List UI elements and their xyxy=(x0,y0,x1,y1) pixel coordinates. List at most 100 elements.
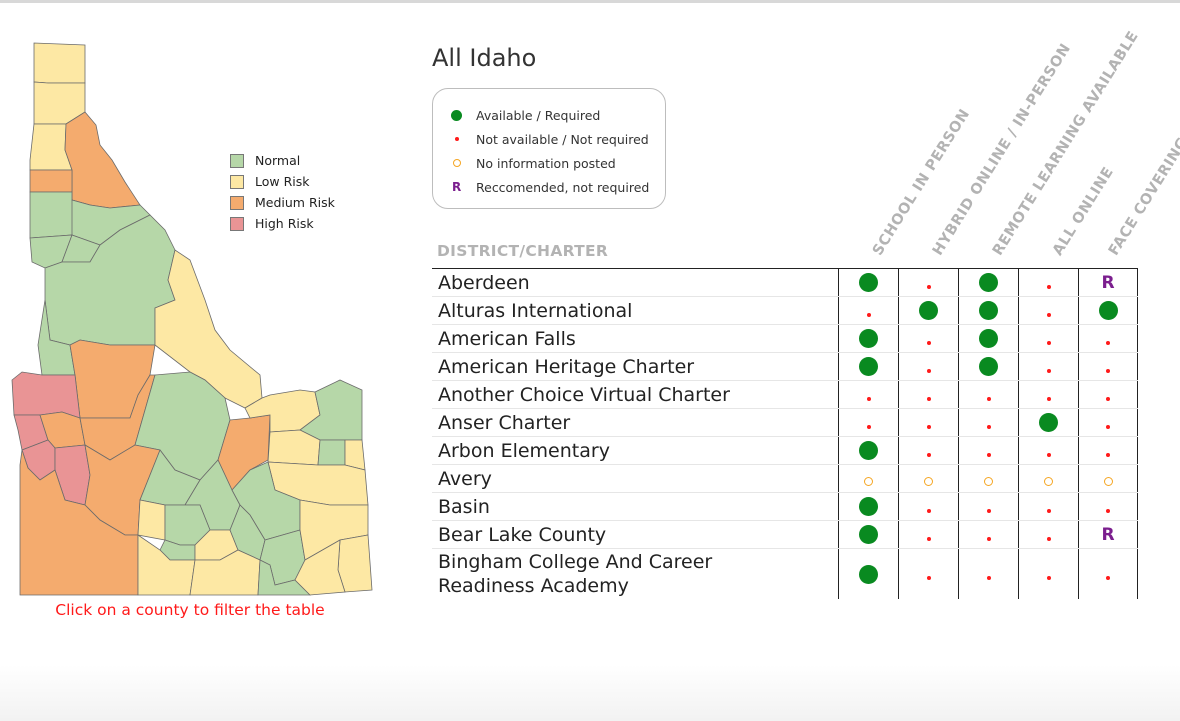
available-dot xyxy=(919,301,938,320)
available-dot xyxy=(1039,413,1058,432)
status-cell xyxy=(898,325,958,352)
district-name: Anser Charter xyxy=(438,411,571,434)
not-available-dot xyxy=(1046,340,1051,345)
map-hint: Click on a county to filter the table xyxy=(55,601,325,619)
not-available-dot xyxy=(1046,508,1051,513)
not-available-dot xyxy=(926,284,931,289)
not-available-dot xyxy=(926,536,931,541)
district-name: Aberdeen xyxy=(438,271,530,294)
status-cell xyxy=(1018,353,1078,380)
county-owyhee[interactable] xyxy=(19,449,139,596)
not-available-dot xyxy=(1046,452,1051,457)
county-boundary[interactable] xyxy=(33,42,86,84)
legend-item-high-risk: High Risk xyxy=(230,213,335,234)
not-available-dot xyxy=(1046,536,1051,541)
legend-item-low-risk: Low Risk xyxy=(230,171,335,192)
available-dot xyxy=(979,273,998,292)
county-washington[interactable] xyxy=(11,371,81,419)
table-row: Alturas International xyxy=(432,297,1138,325)
status-cell xyxy=(1078,493,1138,520)
not-available-dot xyxy=(986,424,991,429)
status-cell xyxy=(1018,493,1078,520)
legend-swatch xyxy=(230,195,244,210)
status-cell xyxy=(898,269,958,296)
legend-item-medium-risk: Medium Risk xyxy=(230,192,335,213)
status-cell xyxy=(1018,437,1078,464)
not-available-dot xyxy=(1046,576,1051,580)
page-title: All Idaho xyxy=(432,44,537,72)
county-bear-lake[interactable] xyxy=(337,534,373,593)
available-dot xyxy=(859,357,878,376)
no-info-ring xyxy=(864,477,873,486)
not-available-dot xyxy=(926,368,931,373)
not-available-dot xyxy=(866,396,871,401)
status-cell xyxy=(898,381,958,408)
status-cell xyxy=(958,353,1018,380)
status-cell xyxy=(1018,325,1078,352)
table-row: Bingham College And Career Readiness Aca… xyxy=(432,549,1138,599)
status-cell xyxy=(898,549,958,599)
not-available-dot xyxy=(1106,424,1110,429)
recommended-r-icon: R xyxy=(452,180,462,194)
available-dot xyxy=(979,301,998,320)
status-cell xyxy=(1078,325,1138,352)
county-franklin[interactable] xyxy=(294,539,346,596)
available-dot xyxy=(979,329,998,348)
district-name: Bingham College And Career Readiness Aca… xyxy=(438,551,713,597)
district-column-header: DISTRICT/CHARTER xyxy=(437,242,609,260)
available-dot xyxy=(859,525,878,544)
status-cell xyxy=(1078,549,1138,599)
top-divider xyxy=(0,0,1180,3)
not-available-dot xyxy=(1046,396,1051,401)
recommended-mark: R xyxy=(1101,272,1115,293)
status-cell xyxy=(1078,381,1138,408)
no-info-ring xyxy=(1044,477,1053,486)
status-cell xyxy=(1078,465,1138,492)
key-item-available: Available / Required xyxy=(451,103,665,127)
legend-swatch xyxy=(230,153,244,168)
not-available-dot xyxy=(926,576,931,580)
status-cell xyxy=(1018,269,1078,296)
county-shoshone[interactable] xyxy=(64,111,141,209)
status-cell: R xyxy=(1078,269,1138,296)
column-header-all-online: ALL ONLINE xyxy=(1050,164,1118,259)
key-label: Available / Required xyxy=(476,107,601,123)
green-dot-icon xyxy=(451,109,462,121)
legend-label: Normal xyxy=(255,153,301,168)
district-name: Basin xyxy=(438,495,490,518)
table-row: Aberdeen R xyxy=(432,269,1138,297)
county-madison[interactable] xyxy=(317,439,346,466)
key-item-no-info: No information posted xyxy=(451,151,665,175)
status-cell xyxy=(898,521,958,548)
status-cell xyxy=(958,269,1018,296)
available-dot xyxy=(979,357,998,376)
status-cell xyxy=(1018,521,1078,548)
legend-label: High Risk xyxy=(255,216,314,231)
status-cell: R xyxy=(1078,521,1138,548)
idaho-map: Normal Low Risk Medium Risk High Risk Cl… xyxy=(0,0,400,640)
county-benewah[interactable] xyxy=(29,169,73,193)
status-cell xyxy=(838,437,898,464)
status-cell xyxy=(898,409,958,436)
status-cell xyxy=(898,437,958,464)
key-label: Not available / Not required xyxy=(476,131,649,147)
county-gooding[interactable] xyxy=(137,499,166,541)
status-cell xyxy=(1078,353,1138,380)
table-row: Anser Charter xyxy=(432,409,1138,437)
not-available-dot xyxy=(986,576,991,580)
status-cell xyxy=(1018,381,1078,408)
status-cell xyxy=(1078,409,1138,436)
not-available-dot xyxy=(1106,396,1110,401)
district-name: Arbon Elementary xyxy=(438,439,610,462)
status-cell xyxy=(958,549,1018,599)
available-dot xyxy=(859,497,878,516)
not-available-dot xyxy=(1046,312,1051,317)
status-cell xyxy=(838,521,898,548)
status-cell xyxy=(898,353,958,380)
no-info-ring xyxy=(1103,477,1113,486)
key-label: Reccomended, not required xyxy=(476,179,650,195)
not-available-dot xyxy=(986,396,991,401)
status-cell xyxy=(838,269,898,296)
not-available-dot xyxy=(926,508,931,513)
status-cell xyxy=(1018,409,1078,436)
